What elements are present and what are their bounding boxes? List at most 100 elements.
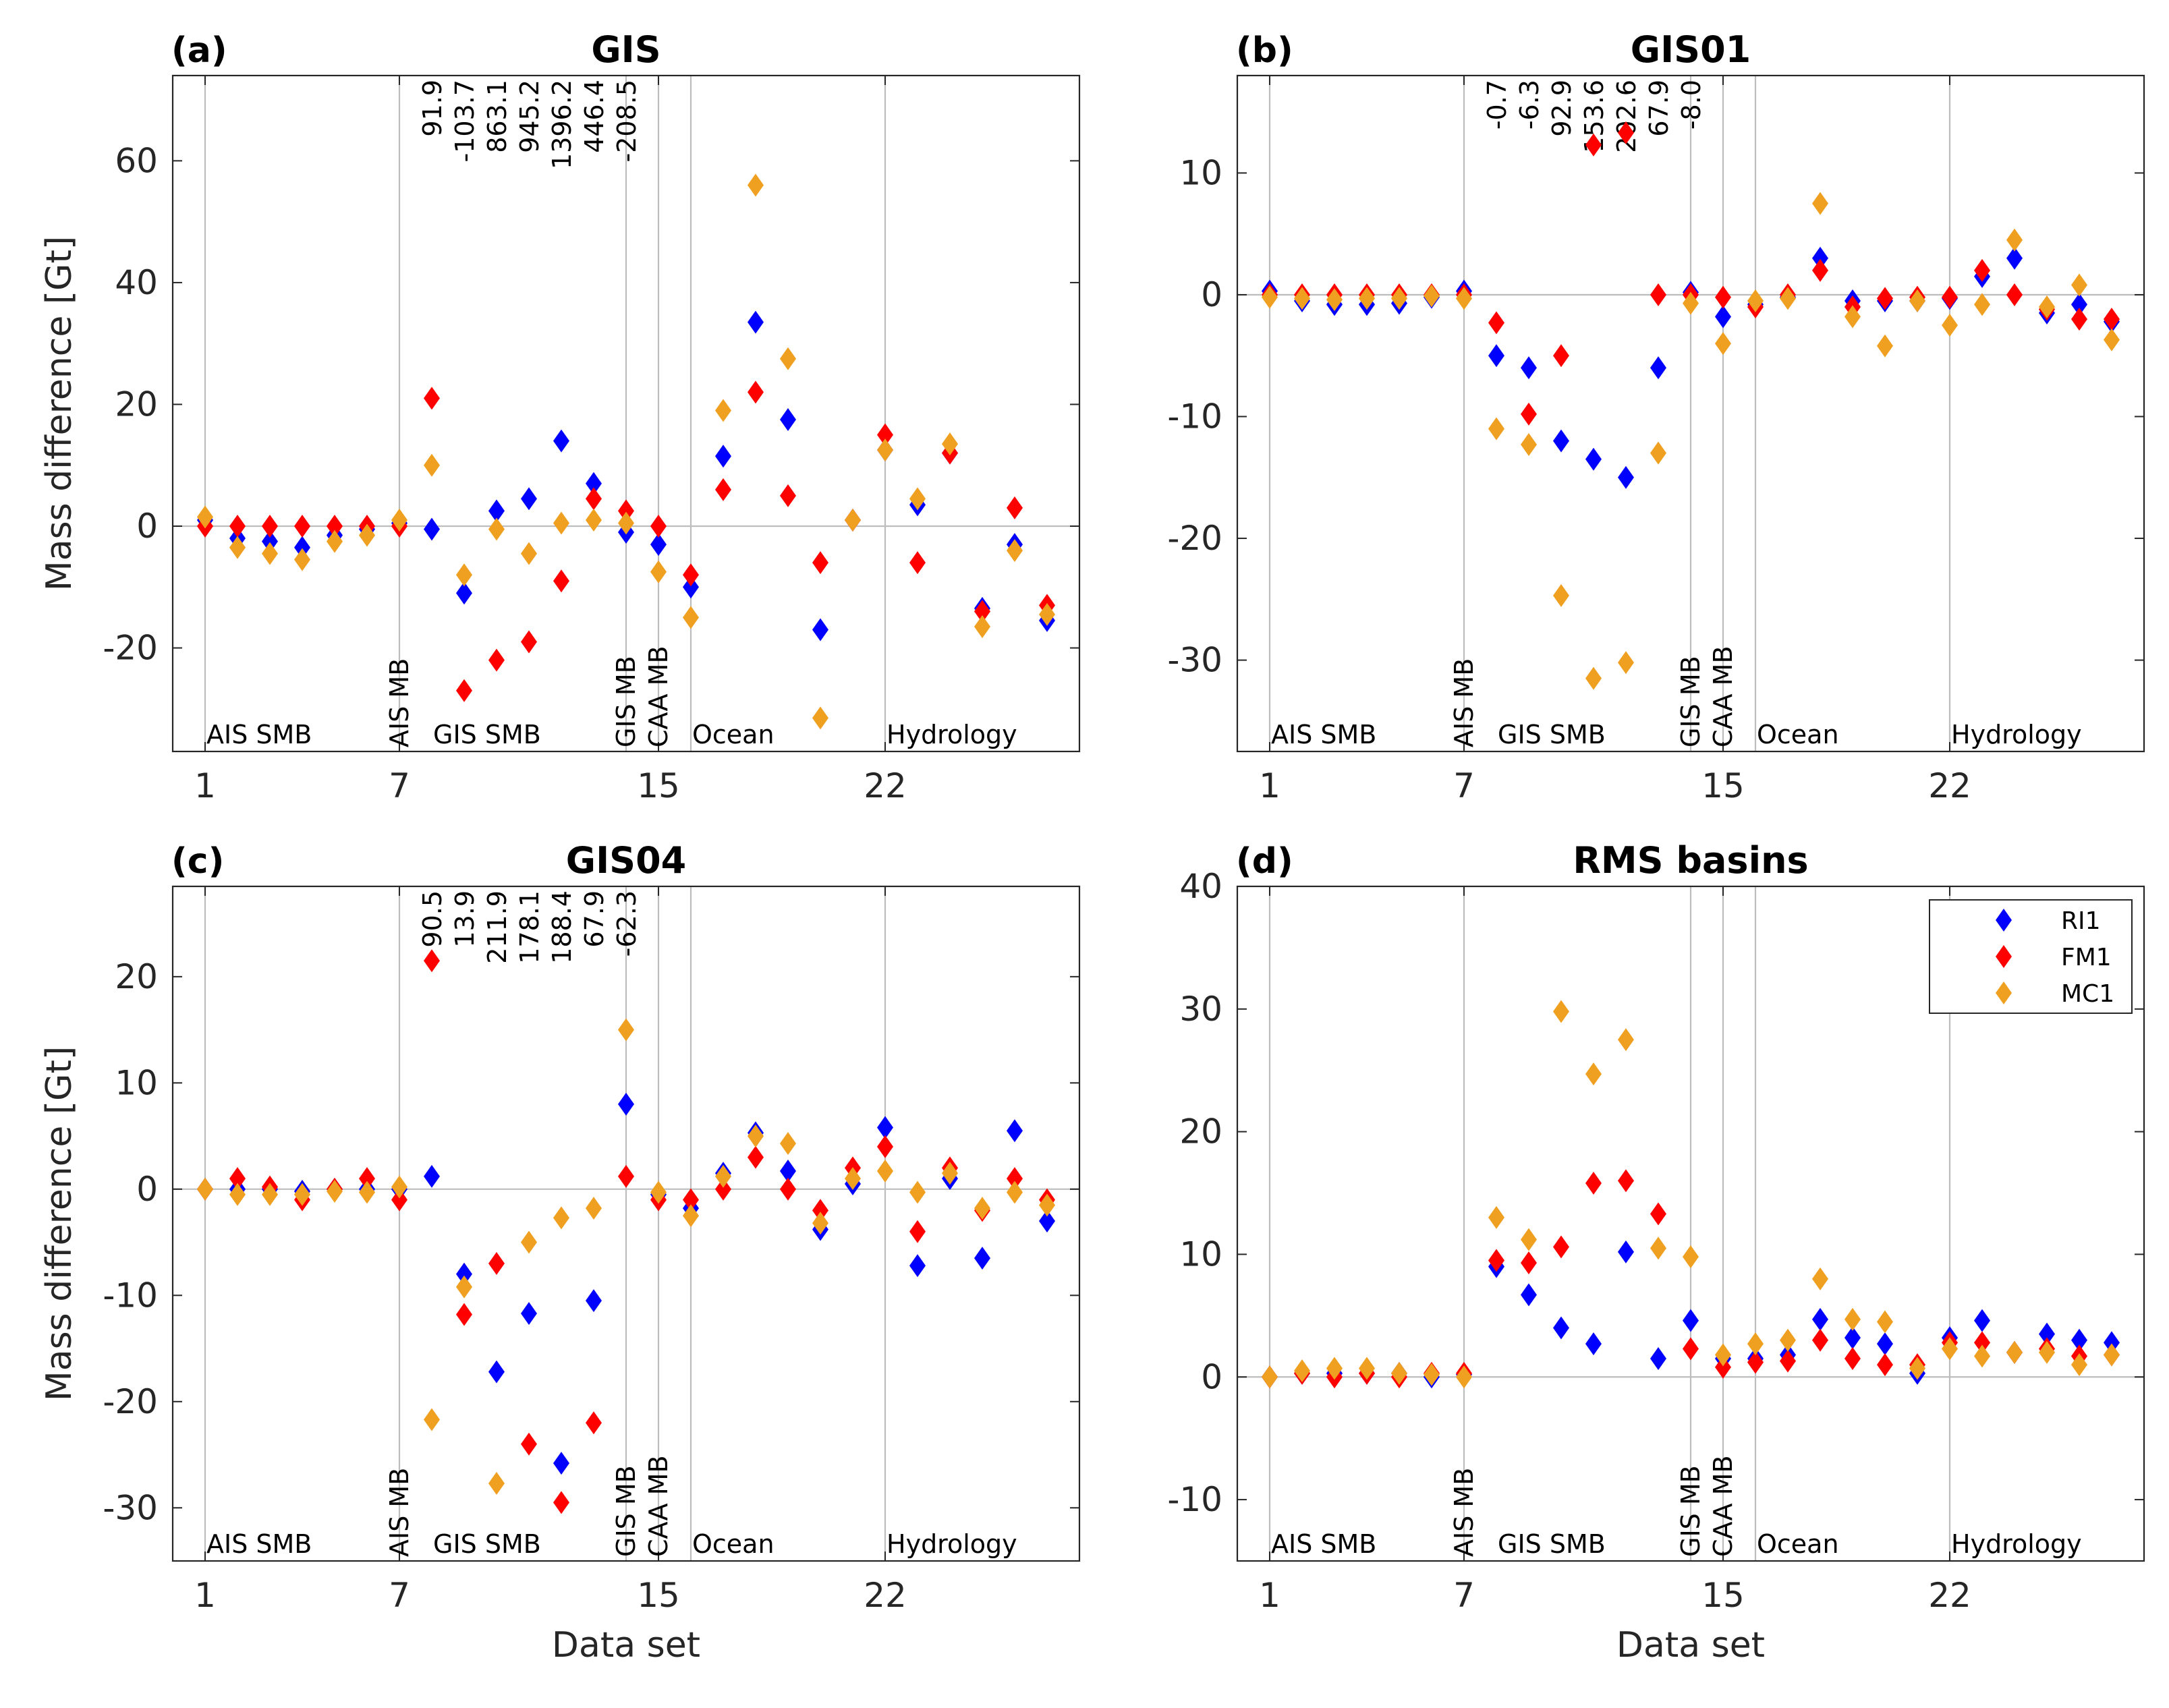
marker-ri1	[877, 1116, 893, 1139]
x-tick-label: 1	[194, 1576, 216, 1615]
marker-mc1	[650, 1180, 667, 1204]
panel-label: (c)	[171, 841, 224, 882]
marker-ri1	[1650, 1347, 1666, 1370]
annotation-label: -103.7	[450, 80, 480, 163]
marker-mc1	[1974, 1344, 1990, 1368]
marker-ri1	[683, 575, 699, 599]
annotation-label: -6.3	[1515, 80, 1544, 130]
group-label: GIS SMB	[1498, 1529, 1606, 1559]
annotation-label: 1396.2	[547, 80, 577, 169]
marker-mc1	[1456, 287, 1472, 310]
group-label: GIS SMB	[433, 720, 541, 749]
annotation-label: 211.9	[482, 890, 512, 964]
marker-mc1	[974, 1197, 990, 1220]
marker-mc1	[1715, 1343, 1731, 1367]
y-axis-label: Mass difference [Gt]	[39, 236, 80, 591]
y-tick-label: -30	[103, 1488, 158, 1527]
marker-fm1	[1618, 121, 1634, 144]
marker-mc1	[391, 1175, 407, 1199]
marker-mc1	[1683, 1245, 1699, 1269]
y-tick-label: -20	[103, 1382, 158, 1421]
marker-mc1	[1488, 1205, 1504, 1229]
x-tick-label: 15	[1701, 766, 1745, 805]
panel-3: -30 -20 -10 0 10 20 1 7 15 22 AIS SMB AIS MB GIS SMB…	[39, 839, 1081, 1666]
panel-label: (a)	[171, 30, 227, 71]
marker-mc1	[1844, 1307, 1861, 1331]
marker-mc1	[1877, 1310, 1893, 1334]
marker-fm1	[1812, 258, 1828, 282]
marker-fm1	[586, 487, 602, 511]
marker-ri1	[456, 1262, 472, 1286]
annotation-label: 188.4	[547, 890, 577, 964]
panel-label: (d)	[1236, 841, 1293, 882]
marker-ri1	[1650, 356, 1666, 380]
marker-mc1	[1909, 289, 1925, 312]
x-tick-label: 22	[1928, 766, 1971, 805]
marker-fm1	[1780, 1349, 1796, 1373]
marker-mc1	[1747, 289, 1764, 312]
x-tick-label: 1	[1259, 1576, 1280, 1615]
panel-title: GIS01	[1631, 28, 1751, 71]
marker-mc1	[2104, 1343, 2120, 1367]
marker-ri1	[2104, 1331, 2120, 1355]
marker-mc1	[488, 1472, 505, 1496]
marker-ri1	[1521, 1283, 1537, 1307]
marker-fm1	[521, 1432, 537, 1456]
marker-fm1	[618, 499, 634, 523]
marker-mc1	[488, 517, 505, 541]
marker-fm1	[1974, 258, 1990, 282]
marker-mc1	[1618, 1028, 1634, 1052]
group-label: GIS MB	[1676, 1465, 1706, 1557]
y-tick-label: 20	[1179, 1112, 1222, 1151]
marker-fm1	[1715, 1355, 1731, 1379]
y-tick-label: 10	[1179, 1234, 1222, 1274]
marker-mc1	[1007, 1180, 1023, 1204]
marker-fm1	[1974, 1331, 1990, 1355]
x-axis-label: Data set	[1616, 1625, 1765, 1666]
marker-ri1	[456, 581, 472, 605]
x-tick-label: 15	[1701, 1576, 1745, 1615]
marker-mc1	[1715, 332, 1731, 355]
marker-mc1	[197, 505, 213, 529]
marker-fm1	[812, 551, 828, 575]
x-tick-label: 15	[637, 766, 680, 805]
x-tick-label: 7	[1453, 766, 1475, 805]
marker-mc1	[1942, 314, 1958, 337]
marker-ri1	[424, 1164, 440, 1188]
y-tick-label: 20	[115, 957, 158, 996]
x-tick-label: 22	[864, 1576, 907, 1615]
marker-fm1	[456, 679, 472, 702]
annotation-label: 90.5	[418, 890, 447, 948]
marker-fm1	[327, 515, 343, 538]
marker-fm1	[748, 1145, 764, 1169]
y-tick-label: -10	[103, 1276, 158, 1315]
marker-mc1	[2104, 328, 2120, 351]
marker-mc1	[1650, 1236, 1666, 1260]
marker-mc1	[197, 1177, 213, 1201]
marker-fm1	[1521, 402, 1537, 426]
legend-marker-mc1	[1996, 981, 2012, 1004]
marker-fm1	[262, 515, 278, 538]
marker-ri1	[909, 1254, 926, 1278]
x-tick-label: 1	[1259, 766, 1280, 805]
marker-fm1	[1683, 1337, 1699, 1361]
marker-fm1	[521, 630, 537, 654]
marker-mc1	[294, 548, 310, 571]
marker-fm1	[1877, 1353, 1893, 1377]
marker-fm1	[2071, 308, 2087, 331]
marker-ri1	[1585, 1332, 1602, 1356]
marker-mc1	[1391, 287, 1407, 310]
marker-mc1	[1650, 441, 1666, 465]
panel-4: -10 0 10 20 30 40 1 7 15 22 AIS SMB AIS MB GIS SMB GI…	[1167, 839, 2145, 1666]
marker-mc1	[1521, 1228, 1537, 1251]
marker-ri1	[1553, 1316, 1569, 1340]
marker-ri1	[1844, 1326, 1861, 1350]
marker-fm1	[1553, 344, 1569, 368]
marker-fm1	[1521, 1251, 1537, 1275]
group-label: CAA MB	[1708, 1455, 1738, 1557]
group-label: AIS MB	[385, 658, 414, 747]
marker-mc1	[424, 453, 440, 477]
marker-mc1	[618, 1018, 634, 1042]
marker-mc1	[845, 508, 861, 532]
x-tick-label: 7	[389, 1576, 410, 1615]
